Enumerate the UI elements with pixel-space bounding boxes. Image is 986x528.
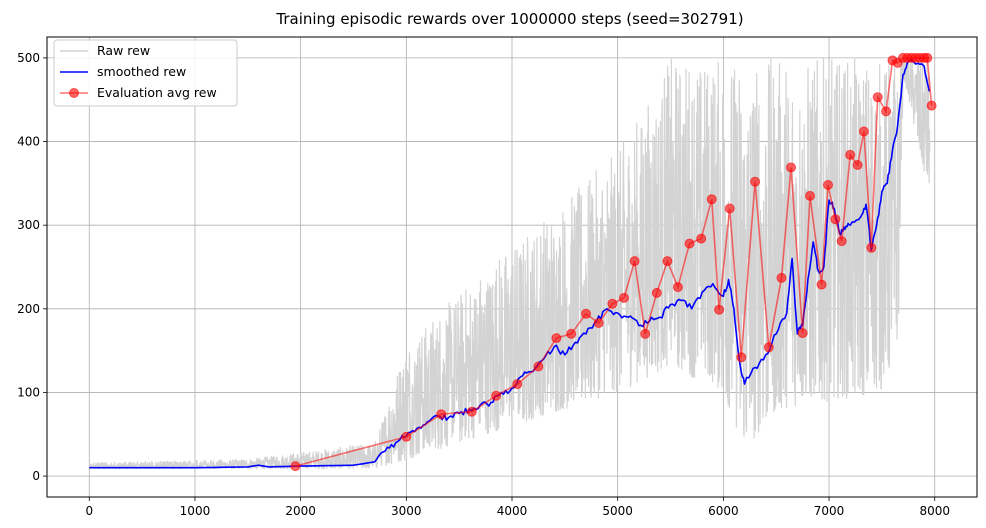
evaluation-point xyxy=(786,162,796,173)
y-tick-label: 500 xyxy=(17,51,40,65)
evaluation-point xyxy=(866,242,877,253)
evaluation-point xyxy=(736,352,747,363)
legend-eval-marker xyxy=(69,88,79,98)
x-tick-label: 3000 xyxy=(391,504,422,518)
y-tick-label: 0 xyxy=(32,469,40,483)
evaluation-point xyxy=(776,272,787,283)
evaluation-point xyxy=(858,126,869,137)
raw-reward-series xyxy=(88,57,931,470)
evaluation-point xyxy=(651,287,662,298)
evaluation-point xyxy=(436,409,447,420)
y-tick-label: 200 xyxy=(17,302,40,316)
x-tick-label: 1000 xyxy=(180,504,211,518)
x-tick-label: 5000 xyxy=(602,504,633,518)
evaluation-point xyxy=(823,180,833,190)
evaluation-point xyxy=(533,361,544,372)
evaluation-point xyxy=(662,256,673,267)
evaluation-point xyxy=(593,318,604,328)
evaluation-point xyxy=(684,238,695,249)
evaluation-point xyxy=(512,379,523,390)
x-tick-label: 4000 xyxy=(497,504,528,518)
evaluation-point xyxy=(401,431,412,442)
evaluation-point xyxy=(922,52,933,63)
y-axis-ticks: 0 100 200 300 400 500 xyxy=(17,51,47,483)
evaluation-point xyxy=(763,342,774,353)
evaluation-point xyxy=(830,214,841,225)
y-tick-label: 400 xyxy=(17,135,40,149)
chart-title: Training episodic rewards over 1000000 s… xyxy=(275,10,743,28)
x-axis-ticks: 0 1000 2000 3000 4000 5000 6000 7000 8000 xyxy=(85,497,950,518)
x-tick-label: 0 xyxy=(85,504,93,518)
evaluation-point xyxy=(750,176,761,187)
raw-reward-line xyxy=(88,57,931,470)
evaluation-point xyxy=(466,406,477,417)
evaluation-point xyxy=(816,279,827,290)
evaluation-point xyxy=(926,100,937,111)
evaluation-point xyxy=(852,160,863,170)
evaluation-point xyxy=(581,308,591,319)
evaluation-point xyxy=(672,282,683,293)
y-tick-label: 100 xyxy=(17,385,40,399)
evaluation-point xyxy=(551,333,562,344)
legend-raw-label: Raw rew xyxy=(97,43,150,58)
evaluation-point xyxy=(805,190,815,201)
evaluation-point xyxy=(290,461,301,472)
evaluation-point xyxy=(872,92,883,103)
y-tick-label: 300 xyxy=(17,218,40,232)
legend-eval-label: Evaluation avg rew xyxy=(97,85,217,100)
legend-box xyxy=(53,39,238,107)
evaluation-point xyxy=(640,328,651,339)
x-tick-label: 7000 xyxy=(814,504,845,518)
legend-smoothed-label: smoothed rew xyxy=(97,64,186,79)
evaluation-point xyxy=(724,203,735,214)
evaluation-point xyxy=(714,304,725,315)
evaluation-point xyxy=(881,106,892,117)
evaluation-point xyxy=(836,236,847,247)
evaluation-point xyxy=(619,292,629,303)
x-tick-label: 2000 xyxy=(285,504,316,518)
evaluation-point xyxy=(607,298,618,309)
evaluation-reward-series xyxy=(290,52,937,472)
evaluation-point xyxy=(696,233,707,244)
evaluation-point xyxy=(629,256,640,267)
evaluation-point xyxy=(845,149,856,160)
legend: Raw rew smoothed rew Evaluation avg rew xyxy=(53,39,238,107)
x-tick-label: 8000 xyxy=(919,504,950,518)
evaluation-point xyxy=(706,194,717,205)
evaluation-point xyxy=(566,328,577,339)
evaluation-point xyxy=(491,390,502,401)
x-tick-label: 6000 xyxy=(708,504,739,518)
evaluation-point xyxy=(797,328,808,339)
